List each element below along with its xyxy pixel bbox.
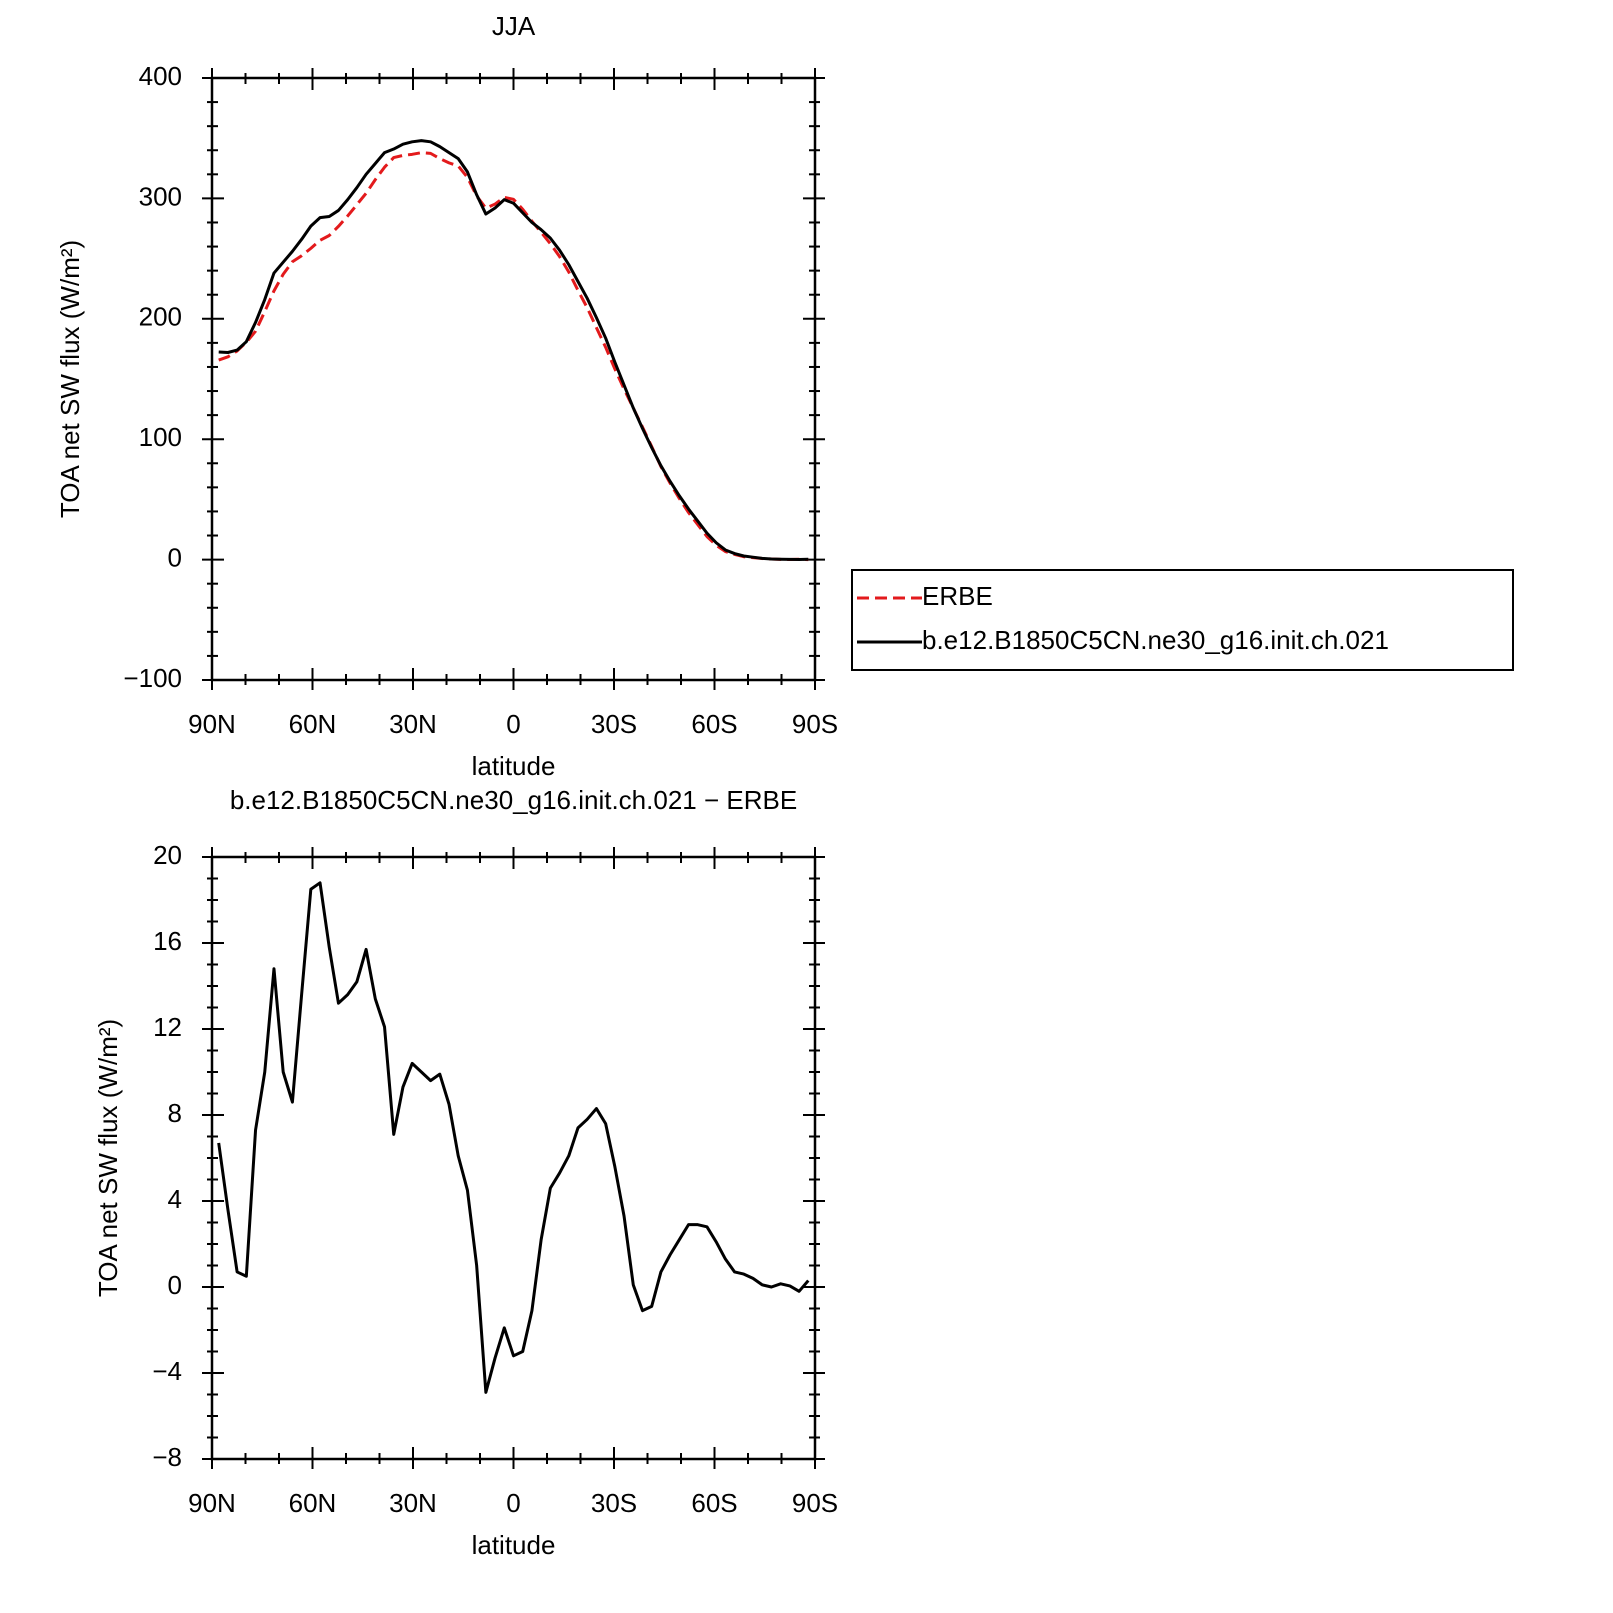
x-tick-label: 0 [506,709,520,739]
x-axis-label: latitude [472,1530,556,1560]
y-tick-label: 400 [139,61,182,91]
x-tick-label: 60S [691,1488,737,1518]
plot-frame [210,76,817,682]
chart-title: b.e12.B1850C5CN.ne30_g16.init.ch.021 − E… [230,785,797,815]
x-tick-label: 60N [289,1488,337,1518]
plot-frame [210,855,817,1461]
y-tick-label: 100 [139,422,182,452]
y-tick-label: 200 [139,302,182,332]
y-axis-label: TOA net SW flux (W/m²) [55,240,85,518]
x-axis-label: latitude [472,751,556,781]
x-tick-label: 0 [506,1488,520,1518]
y-tick-label: −100 [123,663,182,693]
x-tick-label: 60N [289,709,337,739]
x-tick-label: 30N [389,1488,437,1518]
y-tick-label: 12 [153,1012,182,1042]
y-tick-label: 8 [168,1098,182,1128]
x-tick-label: 90N [188,1488,236,1518]
data-line [217,881,810,1394]
y-tick-label: 20 [153,840,182,870]
chart-title: JJA [492,11,536,41]
y-axis-label: TOA net SW flux (W/m²) [93,1019,123,1297]
y-tick-label: 0 [168,1270,182,1300]
y-tick-label: 300 [139,181,182,211]
y-tick-label: −8 [152,1442,182,1472]
data-line [218,151,809,562]
y-tick-label: 16 [153,926,182,956]
x-tick-label: 30S [591,1488,637,1518]
x-tick-label: 90N [188,709,236,739]
y-tick-label: −4 [152,1356,182,1386]
x-tick-label: 90S [792,1488,838,1518]
data-line [218,139,809,561]
x-tick-label: 90S [792,709,838,739]
x-tick-label: 30N [389,709,437,739]
y-tick-label: 0 [168,542,182,572]
x-tick-label: 30S [591,709,637,739]
legend-label: b.e12.B1850C5CN.ne30_g16.init.ch.021 [922,625,1389,655]
y-tick-label: 4 [168,1184,182,1214]
legend-label: ERBE [922,581,993,611]
x-tick-label: 60S [691,709,737,739]
legend-box [851,569,1514,671]
